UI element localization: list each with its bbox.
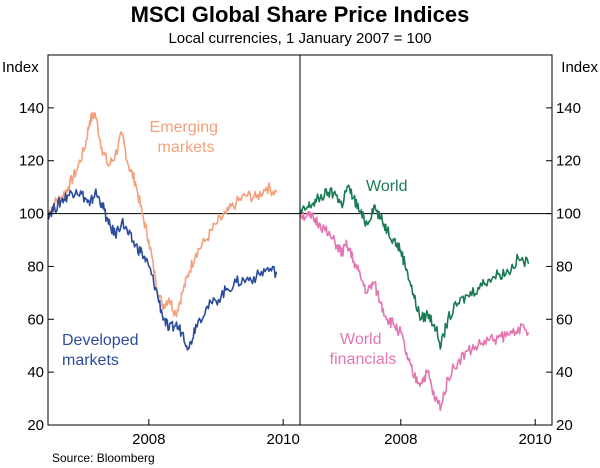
- y-tick-label-right-80: 80: [556, 258, 573, 275]
- y-tick-label-right-120: 120: [556, 153, 581, 170]
- series-label-wf-line1: World: [340, 331, 382, 348]
- source-note: Source: Bloomberg: [52, 451, 155, 465]
- y-tick-label-left-120: 120: [19, 153, 44, 170]
- series-layer: [47, 111, 530, 412]
- y-tick-label-left-20: 20: [27, 417, 44, 434]
- y-tick-label-right-100: 100: [556, 206, 581, 223]
- series-label-emerging-line2: markets: [158, 139, 215, 156]
- y-tick-label-right-140: 140: [556, 100, 581, 117]
- y-tick-label-left-60: 60: [27, 311, 44, 328]
- y-tick-label-left-100: 100: [19, 206, 44, 223]
- y-axis-label-right: Index: [561, 59, 598, 76]
- series-label-developed-line1: Developed: [62, 332, 139, 349]
- y-tick-label-right-40: 40: [556, 364, 573, 381]
- series-label-developed-line2: markets: [62, 352, 119, 369]
- x-tick-label-right-2010: 2010: [519, 431, 552, 448]
- x-tick-label-left-2010: 2010: [267, 431, 300, 448]
- y-tick-label-right-20: 20: [556, 417, 573, 434]
- series-line-emerging-markets: [47, 111, 278, 318]
- y-tick-label-right-60: 60: [556, 311, 573, 328]
- x-tick-label-left-2008: 2008: [132, 431, 165, 448]
- series-line-world-financials: [299, 210, 530, 412]
- series-label-emerging-markets: Emerging markets: [150, 119, 223, 156]
- series-label-world-line1: World: [366, 178, 408, 195]
- series-label-emerging-line1: Emerging: [150, 119, 218, 136]
- tick-layer: 20 20 40 40 60 60 80 80 100 100 120 120 140 140 2008 20…: [19, 100, 581, 448]
- y-tick-label-left-80: 80: [27, 258, 44, 275]
- chart-title: MSCI Global Share Price Indices: [131, 2, 470, 27]
- y-tick-label-left-140: 140: [19, 100, 44, 117]
- series-line-world: [299, 184, 530, 350]
- series-label-wf-line2: financials: [330, 351, 397, 368]
- x-tick-label-right-2008: 2008: [384, 431, 417, 448]
- chart-subtitle: Local currencies, 1 January 2007 = 100: [168, 30, 431, 47]
- series-label-world-financials: World financials: [330, 331, 397, 368]
- series-line-developed-markets: [47, 188, 278, 351]
- series-label-world: World: [366, 178, 408, 195]
- y-axis-label-left: Index: [2, 59, 39, 76]
- series-label-developed-markets: Developed markets: [62, 332, 143, 369]
- y-tick-label-left-40: 40: [27, 364, 44, 381]
